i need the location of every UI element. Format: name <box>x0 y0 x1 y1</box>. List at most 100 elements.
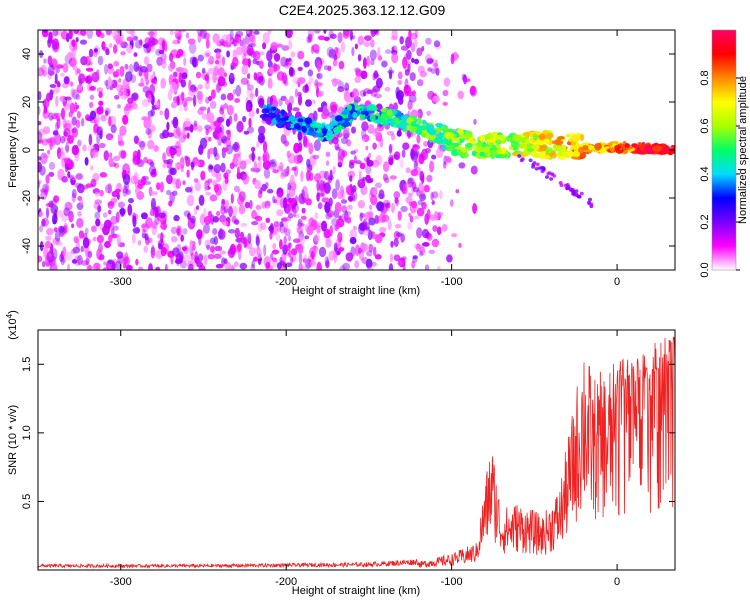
signal-blob <box>415 129 423 135</box>
noise-blob <box>267 77 273 89</box>
noise-blob <box>95 30 102 38</box>
noise-blob <box>417 199 424 206</box>
noise-blob <box>307 69 314 77</box>
noise-blob <box>190 252 195 261</box>
noise-blob <box>416 47 423 57</box>
noise-blob <box>342 262 350 270</box>
noise-blob <box>297 134 303 144</box>
noise-blob <box>265 181 269 189</box>
noise-blob <box>228 115 233 125</box>
noise-blob <box>57 147 62 160</box>
noise-blob <box>237 189 242 198</box>
noise-blob <box>397 260 403 266</box>
signal-blob <box>545 175 549 179</box>
noise-blob <box>103 150 110 162</box>
noise-blob <box>94 199 103 205</box>
noise-blob <box>164 263 168 270</box>
noise-blob <box>397 71 403 80</box>
noise-blob <box>254 215 263 222</box>
signal-blob <box>594 143 602 151</box>
signal-blob <box>261 108 270 114</box>
noise-blob <box>192 94 197 107</box>
signal-blob <box>631 143 638 148</box>
noise-blob <box>436 265 441 270</box>
noise-blob <box>253 256 258 262</box>
noise-blob <box>279 221 284 228</box>
noise-blob <box>137 149 141 160</box>
signal-blob <box>578 146 585 154</box>
noise-blob <box>256 248 263 260</box>
noise-blob <box>247 126 254 134</box>
noise-blob <box>42 98 50 108</box>
signal-blob <box>271 119 277 125</box>
noise-blob <box>169 81 178 94</box>
noise-blob <box>343 90 351 102</box>
noise-blob <box>151 221 158 229</box>
noise-blob <box>370 88 378 97</box>
noise-blob <box>251 260 255 269</box>
noise-blob <box>248 117 252 128</box>
noise-blob <box>361 243 369 252</box>
noise-blob <box>387 154 394 166</box>
noise-blob <box>292 238 301 243</box>
noise-blob <box>68 111 73 118</box>
noise-blob <box>381 60 388 68</box>
signal-blob <box>487 132 492 138</box>
noise-blob <box>331 188 338 199</box>
noise-blob <box>142 175 149 181</box>
noise-blob <box>104 79 109 87</box>
noise-blob <box>270 41 279 51</box>
noise-blob <box>208 95 213 102</box>
signal-blob <box>324 123 334 130</box>
noise-blob <box>205 191 212 196</box>
noise-blob <box>140 77 144 85</box>
noise-blob <box>374 234 383 244</box>
noise-blob <box>414 243 422 250</box>
noise-blob <box>249 34 256 46</box>
noise-blob <box>166 174 173 185</box>
noise-blob <box>408 192 413 197</box>
noise-blob <box>74 101 78 113</box>
signal-blob <box>528 158 533 163</box>
noise-blob <box>250 90 254 102</box>
signal-blob <box>421 119 427 125</box>
noise-blob <box>362 134 366 142</box>
noise-blob <box>426 110 432 116</box>
noise-blob <box>272 257 277 263</box>
noise-blob <box>270 252 274 261</box>
noise-blob <box>224 176 229 185</box>
noise-blob <box>81 117 85 127</box>
signal-blob <box>267 112 277 119</box>
noise-blob <box>282 244 288 255</box>
signal-blob <box>571 134 580 143</box>
spectrogram-x-axis-title: Height of straight line (km) <box>292 285 420 297</box>
noise-blob <box>169 52 174 62</box>
noise-blob <box>55 95 59 107</box>
noise-blob <box>262 42 267 50</box>
noise-blob <box>49 136 56 146</box>
noise-blob <box>351 88 359 99</box>
spectrogram-heatmap <box>38 30 675 270</box>
noise-blob <box>136 159 145 168</box>
noise-blob <box>205 126 213 133</box>
noise-blob <box>71 126 79 138</box>
noise-blob <box>146 63 153 73</box>
noise-blob <box>45 235 52 241</box>
noise-blob <box>93 202 101 210</box>
noise-blob <box>157 233 165 240</box>
noise-blob <box>381 214 390 223</box>
noise-blob <box>348 162 355 169</box>
noise-blob <box>214 245 223 252</box>
noise-blob <box>170 145 178 150</box>
noise-blob <box>391 52 399 64</box>
signal-blob <box>286 123 291 129</box>
noise-blob <box>288 235 291 242</box>
noise-blob <box>253 160 258 173</box>
noise-blob <box>353 155 357 164</box>
signal-blob <box>565 183 570 187</box>
noise-blob <box>46 228 54 236</box>
noise-blob <box>197 125 203 133</box>
noise-blob <box>197 84 203 90</box>
noise-blob <box>280 95 287 102</box>
noise-blob <box>317 202 323 210</box>
